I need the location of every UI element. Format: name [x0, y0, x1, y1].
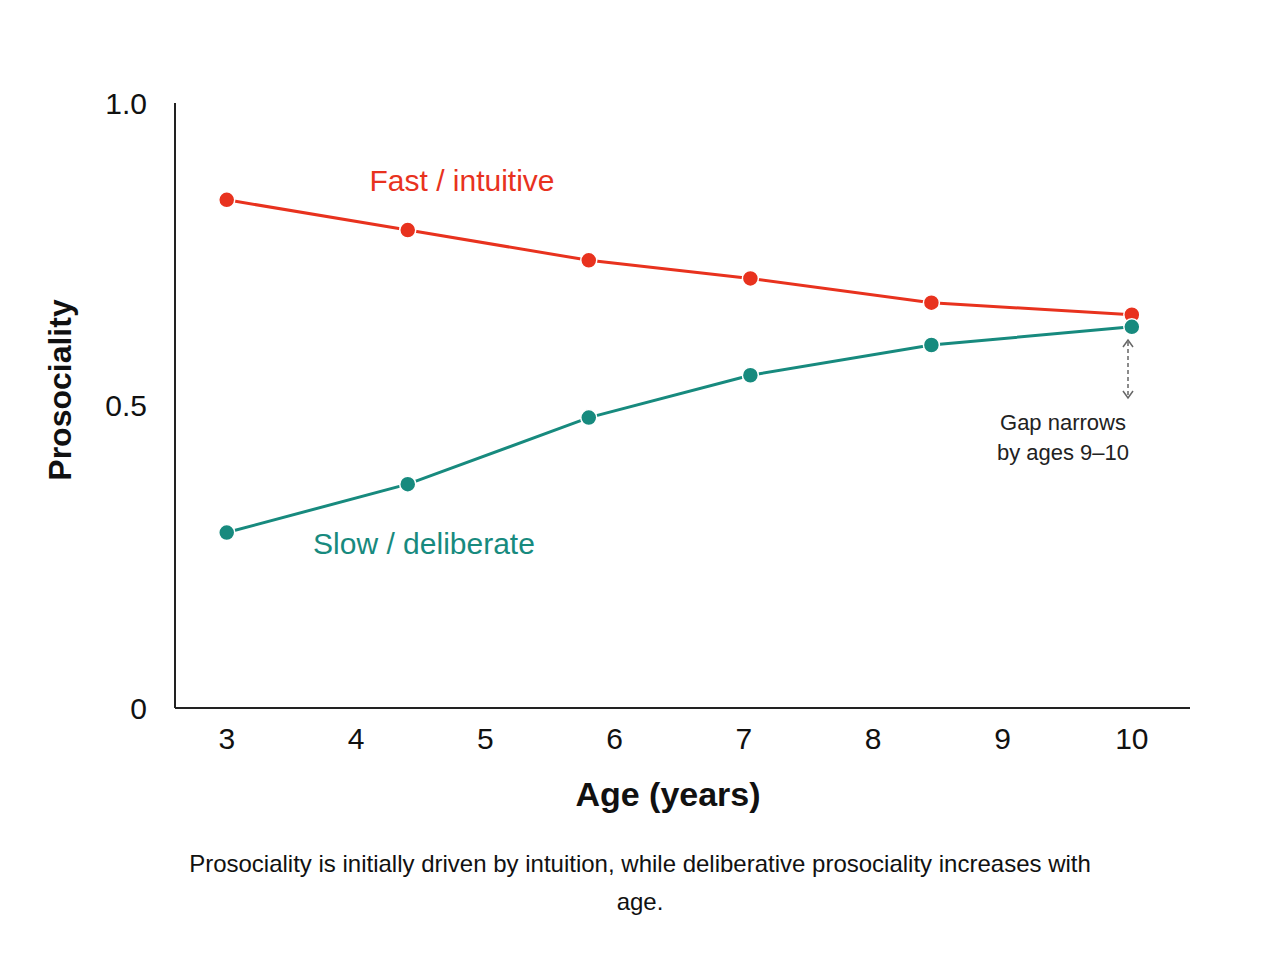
svg-text:5: 5	[477, 722, 494, 755]
svg-text:3: 3	[218, 722, 235, 755]
svg-text:6: 6	[606, 722, 623, 755]
html-text:Prosociality: Prosociality	[42, 299, 78, 481]
html-text:Prosociality is initially driv: Prosociality is initially driven by intu…	[189, 850, 1091, 915]
svg-text:10: 10	[1115, 722, 1148, 755]
svg-text:4: 4	[348, 722, 365, 755]
svg-text:7: 7	[736, 722, 753, 755]
html-text:Age (years): Age (years)	[575, 775, 761, 813]
html-text:Slow / deliberate: Slow / deliberate	[313, 527, 535, 560]
svg-text:1.0: 1.0	[105, 87, 147, 120]
svg-text:9: 9	[994, 722, 1011, 755]
svg-text:0.5: 0.5	[105, 389, 147, 422]
html-text:Gap narrows by ages 9–10: Gap narrows by ages 9–10	[996, 410, 1129, 465]
svg-text:8: 8	[865, 722, 882, 755]
html-text:Fast / intuitive: Fast / intuitive	[369, 164, 555, 197]
svg-text:0: 0	[130, 692, 147, 725]
